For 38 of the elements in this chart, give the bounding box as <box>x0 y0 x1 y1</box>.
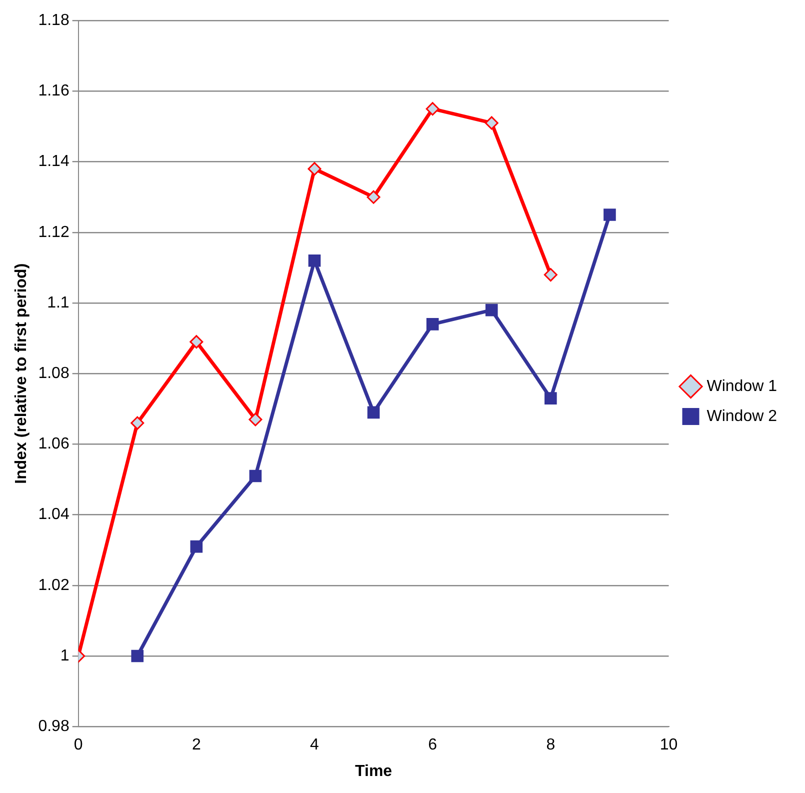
y-tick-label: 1.12 <box>38 224 70 241</box>
x-tick-label: 0 <box>74 736 83 754</box>
y-tick-label: 1.04 <box>38 506 70 524</box>
point <box>249 470 262 482</box>
point <box>308 254 321 267</box>
legend-label: Window 2 <box>706 408 778 425</box>
y-tick-label: 1.14 <box>38 153 70 170</box>
point <box>131 650 144 662</box>
y-tick-label: 1.06 <box>38 436 70 453</box>
point <box>308 162 322 176</box>
x-tick-label: 10 <box>660 736 678 754</box>
y-tick-label: 1.18 <box>38 12 70 30</box>
point <box>544 392 557 404</box>
y-axis-title: Index (relative to first period) <box>13 263 30 484</box>
point <box>190 335 204 349</box>
point <box>544 268 558 282</box>
x-tick-label: 2 <box>192 736 201 754</box>
point <box>366 190 380 204</box>
x-tick-label: 8 <box>546 736 556 754</box>
y-tick-label: 1 <box>60 647 70 664</box>
point <box>367 406 380 419</box>
y-tick-label: 1.08 <box>38 365 70 382</box>
point <box>604 208 616 221</box>
x-tick-label: 4 <box>310 736 320 754</box>
x-tick-label: 6 <box>428 736 438 754</box>
point <box>426 318 439 330</box>
point <box>248 412 262 426</box>
x-axis-title: Time <box>355 762 392 780</box>
legend-label: Window 1 <box>706 378 778 395</box>
point <box>484 116 498 130</box>
point <box>190 540 203 553</box>
y-tick-label: 1.16 <box>38 82 70 100</box>
y-tick-label: 1.02 <box>38 576 70 594</box>
y-tick-label: 1.1 <box>47 294 70 312</box>
y-tick-label: 0.98 <box>38 718 70 736</box>
point <box>426 102 440 116</box>
point <box>485 304 498 316</box>
point <box>130 416 144 430</box>
